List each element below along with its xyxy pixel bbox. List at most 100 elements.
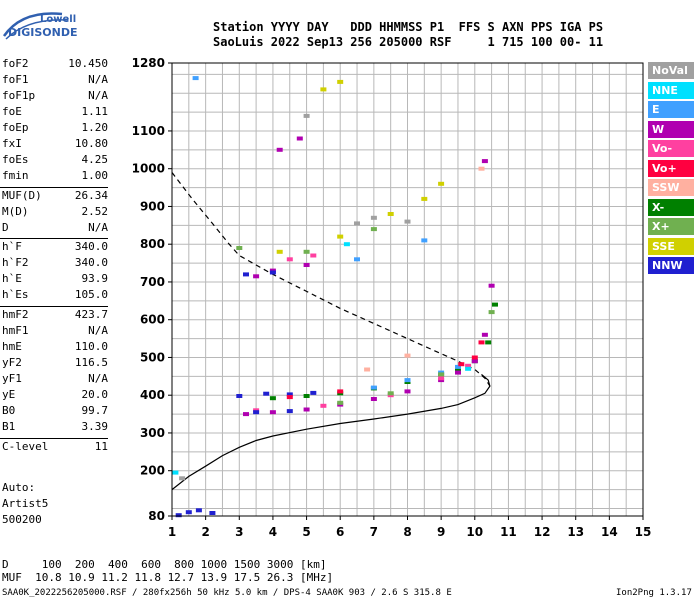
profile-curves — [171, 172, 491, 491]
param-row: C-level 11 — [2, 440, 108, 455]
param-label: h`F — [2, 240, 22, 254]
param-value: 4.25 — [81, 152, 109, 166]
legend-item: NoVal — [648, 62, 694, 79]
echo-point — [471, 359, 478, 364]
param-row: B1 3.39 — [2, 420, 108, 435]
param-row: h`Es 105.0 — [2, 288, 108, 303]
param-value: 110.0 — [74, 340, 108, 354]
param-value: 20.0 — [81, 388, 109, 401]
echo-point — [438, 372, 445, 377]
y-axis-ticks: 80 200 300 400 500 600 700 800 900 1000 1100 1280 — [132, 56, 172, 523]
param-value: 116.5 — [74, 356, 108, 370]
param-row: fxI 10.80 — [2, 137, 108, 152]
profile-solid-line — [171, 373, 491, 491]
param-value: 93.9 — [81, 272, 109, 286]
x-tick-label: 1 — [168, 525, 176, 539]
echo-point — [421, 196, 428, 201]
param-row: D N/A — [2, 221, 108, 236]
param-value: 26.34 — [74, 188, 108, 202]
echo-point — [404, 378, 411, 383]
echo-point — [455, 364, 461, 369]
plot-grid — [171, 63, 644, 516]
y-tick-label: 500 — [140, 350, 165, 364]
profile-dashed-line — [171, 172, 491, 387]
param-separator — [0, 238, 108, 240]
echo-point — [253, 274, 260, 279]
param-label: yE — [2, 388, 16, 401]
echo-point — [458, 362, 465, 367]
echo-point — [337, 234, 344, 239]
echo-point — [303, 249, 310, 254]
x-tick-label: 4 — [269, 525, 277, 539]
echo-point — [485, 340, 492, 345]
param-value: 340.0 — [74, 240, 108, 254]
echo-point — [236, 394, 243, 398]
echo-point — [286, 392, 293, 397]
x-tick-label: 3 — [235, 525, 243, 539]
echo-point — [320, 403, 327, 408]
echo-point — [471, 355, 478, 360]
echo-point — [481, 332, 488, 337]
echo-point — [172, 470, 179, 475]
param-value: 1.20 — [81, 120, 109, 134]
echo-point — [421, 238, 428, 243]
echo-point — [303, 113, 310, 118]
legend-item: W — [648, 120, 694, 138]
footer-version: Ion2Png 1.3.17 — [616, 588, 692, 598]
param-row: hmF2 423.7 — [2, 308, 108, 323]
param-label: foEs — [2, 152, 29, 166]
y-tick-label: 1280 — [132, 56, 165, 70]
legend-item: SSW — [648, 179, 694, 196]
legend-item: SSE — [648, 237, 694, 255]
echo-point — [269, 410, 276, 415]
distance-row: D 100 200 400 600 800 1000 1500 3000 [km… — [2, 558, 327, 571]
echo-point — [478, 340, 485, 345]
y-tick-label: 200 — [140, 464, 165, 478]
echo-point — [269, 396, 276, 401]
param-row: foF1p N/A — [2, 89, 108, 104]
y-tick-label: 700 — [140, 275, 165, 289]
echo-point — [286, 395, 293, 400]
param-label: hmF2 — [2, 308, 29, 322]
x-axis-ticks: 1 2 3 4 5 6 7 8 9 10 11 12 13 14 15 — [168, 516, 651, 539]
x-tick-label: 10 — [466, 525, 483, 539]
param-label: foF1 — [2, 72, 29, 86]
echo-point — [337, 389, 344, 394]
param-label: h`E — [2, 272, 22, 286]
param-value: 3.39 — [81, 419, 109, 433]
x-tick-label: 7 — [370, 525, 378, 539]
param-row: h`F2 340.0 — [2, 256, 108, 271]
y-tick-label: 300 — [140, 426, 165, 440]
param-label: yF1 — [2, 372, 22, 386]
param-value: N/A — [88, 324, 108, 338]
param-label: MUF(D) — [2, 188, 42, 202]
plot-frame — [171, 62, 644, 517]
echo-point — [286, 409, 293, 414]
param-separator — [0, 306, 108, 308]
y-tick-label: 80 — [148, 509, 165, 523]
param-value: N/A — [88, 220, 108, 234]
logo-swoosh-icon — [2, 12, 69, 40]
param-value: N/A — [88, 372, 108, 386]
echo-point — [276, 249, 283, 254]
echo-point — [481, 159, 488, 164]
autoscaler-version: 500200 — [2, 513, 42, 526]
echo-point — [337, 79, 344, 84]
echo-point — [488, 283, 495, 288]
echo-point — [455, 367, 461, 372]
echo-point — [296, 136, 303, 141]
echo-point — [175, 513, 182, 518]
echo-point — [303, 263, 310, 267]
echo-point — [195, 508, 202, 513]
echo-point — [465, 363, 472, 368]
echo-point — [354, 221, 360, 226]
param-row: hmF1 N/A — [2, 324, 108, 339]
echo-point — [343, 242, 350, 247]
echo-point — [303, 407, 310, 412]
param-value: 10.450 — [68, 57, 108, 70]
y-tick-label: 1000 — [132, 162, 165, 176]
param-separator — [0, 186, 108, 188]
echo-point — [455, 370, 461, 375]
ionogram-plot: 1 2 3 4 5 6 7 8 9 10 11 12 13 14 15 802003004005006007… — [132, 56, 652, 539]
param-label: foE — [2, 104, 22, 118]
